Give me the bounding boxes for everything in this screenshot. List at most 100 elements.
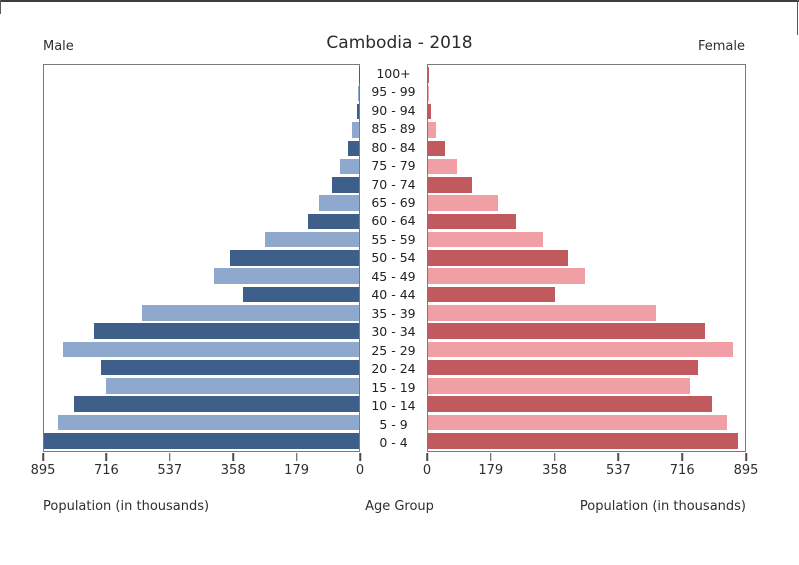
female-bar-0-4 xyxy=(428,433,739,449)
male-bar-15-19 xyxy=(105,378,359,394)
male-bar-row xyxy=(44,194,359,212)
axis-tick-mark xyxy=(745,453,747,461)
female-bar-30-34 xyxy=(428,323,705,339)
age-group-axis-title: Age Group xyxy=(365,499,434,514)
female-bar-70-74 xyxy=(428,177,473,193)
female-bar-row xyxy=(428,194,745,212)
age-labels-column: 100+ 95 - 99 90 - 94 85 - 89 80 - 84 75 - 79 7… xyxy=(360,64,427,452)
axis-tick-label: 0 xyxy=(422,463,432,478)
male-bar-row xyxy=(44,359,359,377)
age-group-label: 90 - 94 xyxy=(371,102,416,118)
age-group-label: 15 - 19 xyxy=(371,379,416,395)
female-bar-row xyxy=(428,359,745,377)
male-bar-10-14 xyxy=(73,396,359,412)
age-group-label: 25 - 29 xyxy=(371,342,416,358)
female-side-label: Female xyxy=(697,39,745,54)
axis-tick-mark xyxy=(553,453,556,461)
female-bar-row xyxy=(428,267,745,285)
male-bar-90-94 xyxy=(356,103,359,120)
age-group-label: 80 - 84 xyxy=(371,139,416,155)
female-bar-60-64 xyxy=(428,213,517,230)
age-group-label: 45 - 49 xyxy=(371,268,416,284)
axis-tick-mark xyxy=(426,453,428,461)
male-bar-5-9 xyxy=(57,414,359,431)
age-group-label: 35 - 39 xyxy=(371,305,416,321)
window-top-edge xyxy=(0,0,799,2)
female-bar-row xyxy=(428,413,745,431)
male-bar-20-24 xyxy=(100,359,359,376)
axis-tick-label: 537 xyxy=(605,463,631,478)
age-group-label: 5 - 9 xyxy=(379,416,408,432)
female-bar-50-54 xyxy=(428,250,568,266)
female-bar-row xyxy=(428,121,745,139)
male-bar-75-79 xyxy=(340,158,359,175)
female-bar-45-49 xyxy=(428,268,585,284)
female-bar-25-29 xyxy=(428,341,733,358)
female-bar-55-59 xyxy=(428,231,544,248)
age-group-label: 20 - 24 xyxy=(371,361,416,377)
male-bar-row xyxy=(44,176,359,194)
male-bar-70-74 xyxy=(331,177,359,193)
axis-tick-mark xyxy=(295,453,298,461)
male-bar-row xyxy=(44,432,359,450)
female-bar-80-84 xyxy=(428,140,445,157)
male-bar-row xyxy=(44,139,359,157)
female-x-axis: 0 179 358 537 716 895 xyxy=(423,452,758,482)
axis-tick-mark xyxy=(359,453,361,461)
axis-tick-label: 179 xyxy=(284,463,310,478)
axis-tick-label: 358 xyxy=(220,463,246,478)
axis-tick-label: 716 xyxy=(93,463,119,478)
female-bar-row xyxy=(428,212,745,230)
female-axis-title: Population (in thousands) xyxy=(579,499,746,514)
age-group-label: 10 - 14 xyxy=(371,398,416,414)
axis-tick-label: 179 xyxy=(478,463,504,478)
axis-tick-label: 358 xyxy=(542,463,568,478)
male-bar-95-99 xyxy=(357,85,359,102)
male-bar-row xyxy=(44,377,359,395)
male-bar-row xyxy=(44,413,359,431)
male-bar-40-44 xyxy=(242,286,359,303)
male-bar-25-29 xyxy=(63,341,359,358)
female-bar-95-99 xyxy=(428,85,430,102)
male-bar-row xyxy=(44,322,359,340)
male-bar-row xyxy=(44,249,359,267)
male-axis-title: Population (in thousands) xyxy=(43,499,210,514)
female-bar-row xyxy=(428,340,745,358)
chart-title: Cambodia - 2018 xyxy=(326,33,473,53)
female-bar-row xyxy=(428,66,745,84)
female-bar-row xyxy=(428,432,745,450)
female-bar-row xyxy=(428,395,745,413)
age-group-label: 95 - 99 xyxy=(371,84,416,100)
age-group-label: 0 - 4 xyxy=(379,435,408,451)
male-side-label: Male xyxy=(43,39,74,54)
female-bars-panel xyxy=(427,64,746,452)
female-bar-100+ xyxy=(428,67,429,83)
age-group-label: 30 - 34 xyxy=(371,324,416,340)
male-bar-80-84 xyxy=(348,140,359,157)
female-bar-row xyxy=(428,249,745,267)
male-bar-45-49 xyxy=(214,268,359,284)
age-group-label: 70 - 74 xyxy=(371,176,416,192)
female-bar-row xyxy=(428,285,745,303)
male-bar-row xyxy=(44,66,359,84)
male-bar-row xyxy=(44,84,359,102)
male-bars-panel xyxy=(43,64,360,452)
male-bar-row xyxy=(44,157,359,175)
age-group-label: 50 - 54 xyxy=(371,250,416,266)
axis-tick-mark xyxy=(232,453,234,461)
female-bar-row xyxy=(428,139,745,157)
axis-tick-mark xyxy=(617,453,620,461)
male-bar-row xyxy=(44,340,359,358)
axis-tick-label: 716 xyxy=(669,463,695,478)
axis-tick-label: 895 xyxy=(733,463,759,478)
female-bar-20-24 xyxy=(428,359,698,376)
axis-tick-mark xyxy=(105,453,108,461)
male-bar-0-4 xyxy=(44,433,359,449)
age-group-label: 85 - 89 xyxy=(371,121,416,137)
age-group-label: 65 - 69 xyxy=(371,195,416,211)
male-bar-35-39 xyxy=(142,305,359,321)
axis-tick-label: 895 xyxy=(30,463,56,478)
male-bar-row xyxy=(44,285,359,303)
female-bar-row xyxy=(428,157,745,175)
